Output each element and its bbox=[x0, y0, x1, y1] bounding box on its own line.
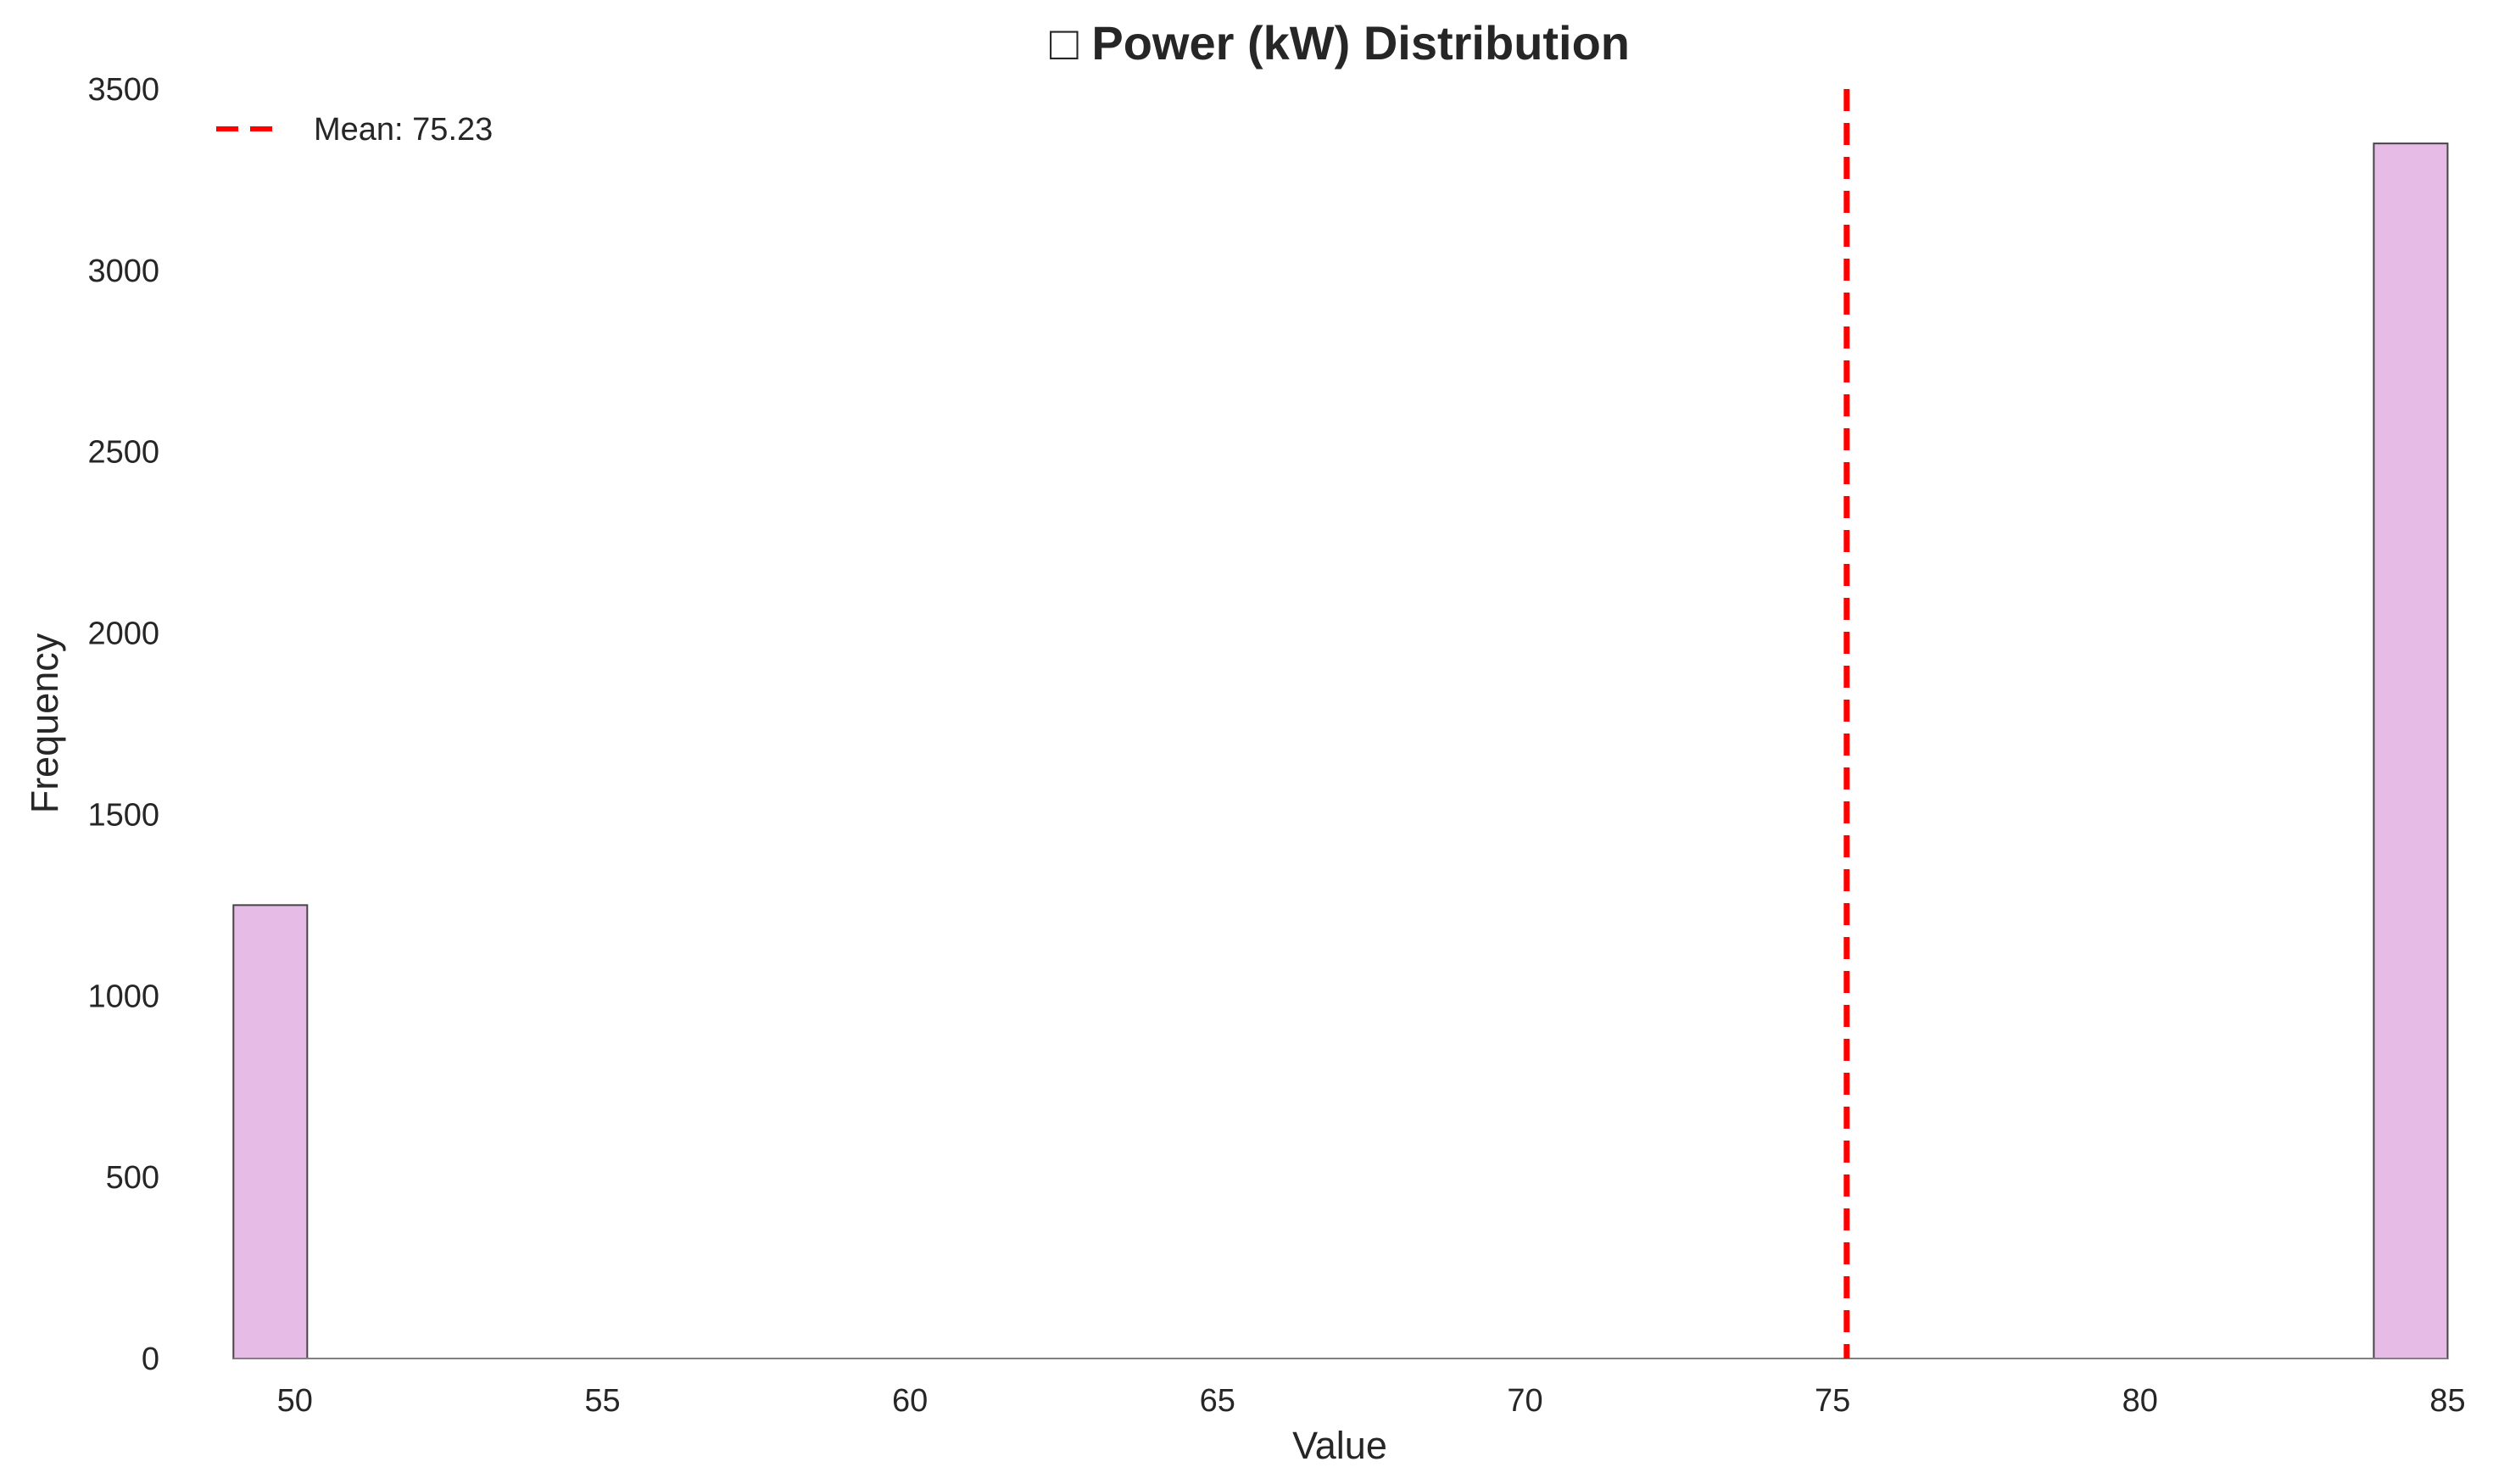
histogram-bar bbox=[232, 904, 309, 1360]
y-axis-ticks: 0 500 1000 1500 2000 2500 3000 3500 bbox=[87, 72, 159, 1377]
x-tick-label: 75 bbox=[1815, 1383, 1850, 1419]
legend: Mean: 75.23 bbox=[216, 112, 493, 148]
chart-title: □ Power (kW) Distribution bbox=[1050, 16, 1630, 70]
x-tick-label: 60 bbox=[892, 1383, 928, 1419]
y-tick-label: 2000 bbox=[87, 616, 159, 652]
y-tick-label: 0 bbox=[142, 1342, 159, 1377]
y-tick-label: 3500 bbox=[87, 72, 159, 108]
x-axis-ticks: 50 55 60 65 70 75 80 85 bbox=[277, 1383, 2466, 1419]
histogram-bar bbox=[2373, 142, 2449, 1360]
y-tick-label: 3000 bbox=[87, 254, 159, 289]
x-tick-label: 85 bbox=[2429, 1383, 2465, 1419]
x-tick-label: 55 bbox=[584, 1383, 620, 1419]
y-tick-label: 500 bbox=[106, 1160, 159, 1196]
plot-area bbox=[232, 89, 2449, 1360]
x-tick-label: 70 bbox=[1507, 1383, 1542, 1419]
y-axis-title: Frequency bbox=[23, 633, 66, 813]
y-tick-label: 2500 bbox=[87, 435, 159, 471]
y-tick-label: 1000 bbox=[87, 979, 159, 1014]
x-tick-label: 50 bbox=[277, 1383, 313, 1419]
y-tick-label: 1500 bbox=[87, 797, 159, 833]
x-axis-title: Value bbox=[1292, 1424, 1387, 1467]
x-tick-label: 65 bbox=[1200, 1383, 1235, 1419]
x-tick-label: 80 bbox=[2122, 1383, 2158, 1419]
legend-mean-label: Mean: 75.23 bbox=[314, 112, 493, 148]
